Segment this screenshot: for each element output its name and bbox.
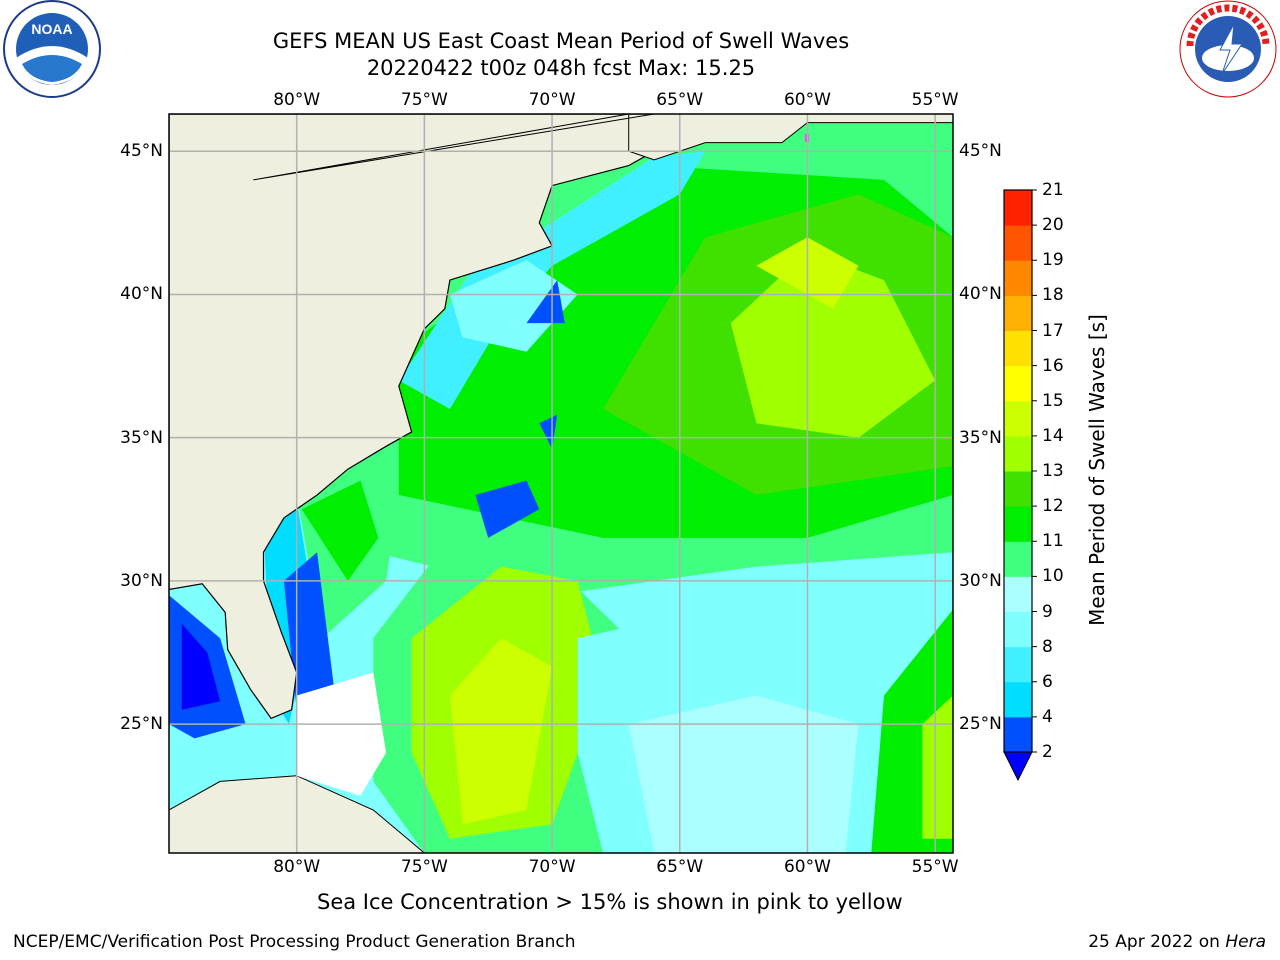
lon-label-bottom: 70°W bbox=[528, 857, 576, 877]
colorbar-swatch bbox=[1004, 190, 1032, 226]
colorbar-tick-label: 10 bbox=[1042, 566, 1064, 587]
footer-date: 25 Apr 2022 on Hera bbox=[1088, 932, 1266, 952]
colorbar-tick-label: 16 bbox=[1042, 355, 1064, 376]
colorbar-swatch bbox=[1004, 611, 1032, 648]
lon-label-top: 65°W bbox=[656, 90, 704, 110]
north-america-landmass bbox=[169, 114, 655, 720]
colorbar-tick-label: 15 bbox=[1042, 390, 1064, 411]
map-title: GEFS MEAN US East Coast Mean Period of S… bbox=[272, 29, 850, 53]
lon-label-top: 75°W bbox=[400, 90, 448, 110]
lat-label-left: 25°N bbox=[120, 714, 163, 735]
colorbar-swatch bbox=[1004, 681, 1032, 718]
colorbar-swatch bbox=[1004, 576, 1032, 612]
colorbar-tick-label: 6 bbox=[1042, 671, 1053, 692]
colorbar-swatch bbox=[1004, 646, 1032, 683]
lat-label-right: 40°N bbox=[959, 284, 1002, 305]
colorbar-swatch bbox=[1004, 471, 1032, 507]
lon-label-top: 60°W bbox=[783, 90, 831, 110]
noaa-logo-text: NOAA bbox=[31, 21, 72, 37]
missing-data-area bbox=[296, 672, 387, 796]
sea-ice-note: Sea Ice Concentration > 15% is shown in … bbox=[317, 890, 903, 914]
colorbar-under-arrow bbox=[1003, 751, 1033, 782]
lat-label-right: 35°N bbox=[959, 427, 1002, 448]
lon-label-bottom: 75°W bbox=[400, 857, 448, 877]
colorbar-swatch bbox=[1004, 330, 1032, 367]
noaa-logo: NOAA bbox=[3, 0, 101, 98]
swell-period-field bbox=[169, 114, 953, 853]
footer-machine: Hera bbox=[1225, 932, 1266, 952]
lat-label-right: 30°N bbox=[959, 570, 1002, 591]
map-frame bbox=[168, 113, 954, 854]
colorbar-tick-label: 12 bbox=[1042, 496, 1064, 517]
lon-label-bottom: 80°W bbox=[273, 857, 321, 877]
lon-label-bottom: 65°W bbox=[656, 857, 704, 877]
lon-label-top: 70°W bbox=[528, 90, 576, 110]
lat-label-left: 45°N bbox=[120, 141, 163, 162]
colorbar-swatch bbox=[1004, 260, 1032, 296]
lat-label-right: 45°N bbox=[959, 141, 1002, 162]
colorbar-swatch bbox=[1004, 506, 1032, 542]
footer-date-text: 25 Apr 2022 on bbox=[1088, 932, 1220, 952]
colorbar-swatch bbox=[1004, 365, 1032, 402]
colorbar-tick-label: 19 bbox=[1042, 250, 1064, 271]
colorbar-tick-label: 14 bbox=[1042, 425, 1064, 446]
colorbar-swatch bbox=[1004, 541, 1032, 577]
lon-label-top: 55°W bbox=[911, 90, 959, 110]
colorbar-tick-label: 17 bbox=[1042, 320, 1064, 341]
graticule bbox=[169, 114, 953, 853]
lat-label-left: 35°N bbox=[120, 427, 163, 448]
lon-label-bottom: 60°W bbox=[783, 857, 831, 877]
colorbar bbox=[1003, 189, 1037, 782]
lat-label-right: 25°N bbox=[959, 714, 1002, 735]
nova-scotia-landmass bbox=[253, 114, 953, 181]
colorbar-tick-label: 9 bbox=[1042, 601, 1053, 622]
colorbar-swatch bbox=[1004, 400, 1032, 437]
lon-label-top: 80°W bbox=[273, 90, 321, 110]
nws-logo bbox=[1179, 0, 1277, 98]
colorbar-swatch bbox=[1004, 225, 1032, 261]
colorbar-tick-label: 21 bbox=[1042, 180, 1064, 200]
colorbar-tick-label: 8 bbox=[1042, 636, 1053, 657]
colorbar-swatch bbox=[1004, 435, 1032, 472]
colorbar-tick-label: 11 bbox=[1042, 531, 1064, 552]
colorbar-tick-label: 4 bbox=[1042, 706, 1053, 727]
map-subtitle-run: 20220422 t00z 048h fcst Max: 15.25 bbox=[366, 56, 756, 80]
lon-label-bottom: 55°W bbox=[911, 857, 959, 877]
colorbar-swatch bbox=[1004, 716, 1032, 753]
colorbar-tick-label: 20 bbox=[1042, 215, 1064, 236]
lat-label-left: 30°N bbox=[120, 570, 163, 591]
lat-label-left: 40°N bbox=[120, 284, 163, 305]
colorbar-tick-label: 2 bbox=[1042, 742, 1053, 762]
colorbar-swatch bbox=[1004, 295, 1032, 331]
colorbar-tick-label: 13 bbox=[1042, 461, 1064, 481]
colorbar-label: Mean Period of Swell Waves [s] bbox=[1085, 314, 1109, 626]
footer-branch: NCEP/EMC/Verification Post Processing Pr… bbox=[13, 932, 576, 952]
colorbar-tick-label: 18 bbox=[1042, 285, 1064, 306]
